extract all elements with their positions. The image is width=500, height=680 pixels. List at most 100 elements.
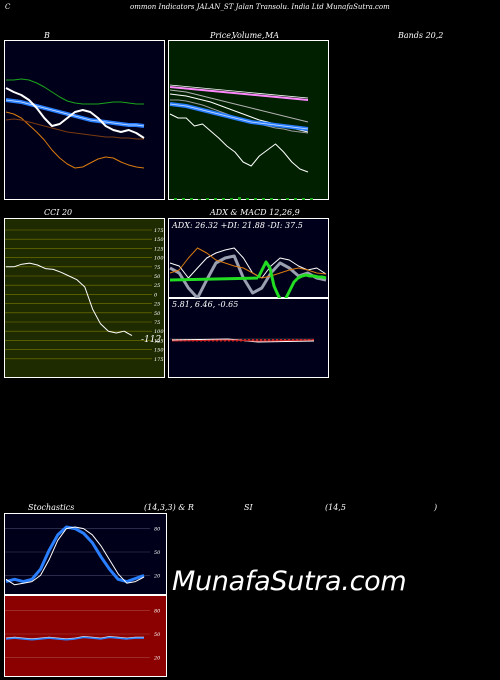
- pm-title-b: Volume,: [232, 31, 265, 40]
- adx-chart: ADX: 26.32 +DI: 21.88 -DI: 37.5: [168, 218, 329, 298]
- stoch-title-a: Stochastics: [28, 503, 75, 512]
- bb-upper-band-line: [6, 78, 144, 105]
- bb-price-line: [5, 87, 145, 139]
- pm-volume-bar: [238, 197, 241, 200]
- rsi-frame: [4, 595, 167, 677]
- macd-chart: 5.81, 6.46, -0.65: [168, 298, 329, 378]
- pm-volume-bar: [246, 198, 249, 200]
- cci-level-label: 25: [153, 283, 160, 289]
- cci-chart: 175 150 125 100 75 50 25 0 25 50 75 100 125 150 175 -11…: [4, 218, 165, 378]
- macd-signal-line: [171, 339, 315, 342]
- cci-level-label: 150: [154, 237, 164, 243]
- macd-stats: 5.81, 6.46, -0.65: [172, 300, 238, 309]
- pm-volume-bar: [222, 198, 225, 200]
- cci-panel: 175 150 125 100 75 50 25 0 25 50 75 100 125 150 175 -11…: [4, 218, 165, 378]
- cci-value-label: -112: [141, 335, 161, 345]
- stoch-level-label: 80: [154, 527, 161, 533]
- macd-histogram-bar: [252, 339, 254, 342]
- macd-panel: 5.81, 6.46, -0.65: [168, 298, 329, 378]
- pm-volume-bar: [214, 198, 217, 200]
- stoch-level-label: 20: [153, 573, 161, 579]
- adx-panel: ADX: 26.32 +DI: 21.88 -DI: 37.5: [168, 218, 329, 298]
- rsi-line: [5, 636, 144, 641]
- rsi-level-label: 50: [154, 632, 161, 638]
- pm-ma-blue-highlight: [169, 103, 309, 130]
- bands-title: Bands 20,2: [398, 31, 444, 40]
- bb-lower-band-line: [5, 111, 145, 169]
- stoch-k-line: [5, 525, 145, 584]
- adx-line: [256, 260, 327, 298]
- stoch-level-label: 50: [154, 550, 161, 556]
- bb-middle-band-highlight: [5, 99, 145, 127]
- cci-level-label: 25: [153, 302, 160, 308]
- cci-level-label: 125: [154, 246, 164, 252]
- pm-volume-bar: [182, 198, 185, 200]
- rsi-signal-line: [5, 635, 144, 640]
- stoch-title-b: (14,3,3) & R: [144, 503, 194, 512]
- stoch-d-line: [5, 526, 145, 586]
- stoch-title-d: (14,5: [325, 503, 346, 512]
- bollinger-panel: [4, 40, 165, 200]
- header-left: C: [5, 3, 11, 11]
- cci-level-label: 100: [154, 256, 164, 262]
- cci-level-label: 0: [154, 292, 158, 298]
- bb-title: B: [44, 31, 50, 40]
- pm-volume-bar: [302, 198, 305, 200]
- header-title: ommon Indicators JALAN_ST Jalan Transolu…: [130, 3, 390, 11]
- macd-histogram-bar: [264, 339, 266, 342]
- cci-level-label: 175: [154, 357, 164, 363]
- pm-volume-bar: [230, 198, 233, 200]
- rsi-level-label: 20: [153, 655, 161, 661]
- cci-level-label: 100: [154, 329, 164, 335]
- macd-histogram-bar: [268, 339, 270, 342]
- brand-watermark: MunafaSutra.com: [172, 566, 407, 597]
- cci-level-label: 150: [154, 348, 164, 354]
- pm-volume-bar: [174, 198, 177, 200]
- pm-volume-bar: [278, 199, 281, 200]
- cci-level-label: 50: [154, 274, 161, 280]
- pm-ma-pink-line: [169, 86, 309, 101]
- macd-histogram-bar: [260, 339, 262, 342]
- pm-title-a: Price,: [210, 31, 234, 40]
- cci-frame: [4, 218, 165, 378]
- pm-volume-bar: [190, 198, 193, 200]
- pm-volume-bar: [254, 198, 257, 200]
- stoch-title-e: ): [434, 503, 438, 512]
- bollinger-chart: [4, 40, 165, 200]
- bb-lower-shadow-line: [5, 118, 144, 140]
- cci-level-label: 175: [154, 228, 164, 234]
- stochastics-panel: 80 50 20: [4, 513, 167, 595]
- cci-level-label: 75: [154, 265, 160, 271]
- price-ma-chart: [168, 40, 329, 200]
- pm-ma-grey-line-1: [169, 89, 309, 123]
- pm-price-line: [169, 113, 309, 173]
- adx-title: ADX & MACD 12,26,9: [210, 208, 300, 217]
- cci-level-label: 50: [154, 311, 161, 317]
- cci-level-label: 125: [154, 338, 164, 344]
- pm-volume-bar: [294, 198, 297, 200]
- rsi-chart: 80 50 20: [4, 595, 167, 677]
- price-ma-panel: [168, 40, 329, 200]
- adx-line-left: [169, 276, 259, 282]
- pm-ma-white-line: [169, 84, 309, 99]
- pm-volume-bar: [310, 198, 313, 200]
- cci-level-label: 75: [154, 320, 160, 326]
- macd-frame: [168, 298, 329, 378]
- rsi-panel: 80 50 20: [4, 595, 167, 677]
- pm-volume-bar: [206, 198, 209, 200]
- pm-title-c: MA: [265, 31, 279, 40]
- rsi-level-label: 80: [154, 609, 161, 615]
- cci-title: CCI 20: [44, 208, 73, 217]
- pm-volume-bar: [262, 198, 265, 200]
- adx-stats: ADX: 26.32 +DI: 21.88 -DI: 37.5: [171, 221, 303, 230]
- adx-minus-di-highlight: [169, 247, 327, 279]
- stoch-title-c: SI: [244, 503, 253, 512]
- pm-volume-bar: [286, 198, 289, 200]
- pm-volume-bar: [198, 199, 201, 200]
- adx-plus-di-line: [169, 247, 327, 279]
- pm-volume-bar: [270, 198, 273, 200]
- cci-line: [6, 262, 133, 337]
- stochastics-frame: [4, 513, 167, 595]
- macd-histogram-bar: [256, 339, 258, 342]
- stochastics-chart: 80 50 20: [4, 513, 167, 595]
